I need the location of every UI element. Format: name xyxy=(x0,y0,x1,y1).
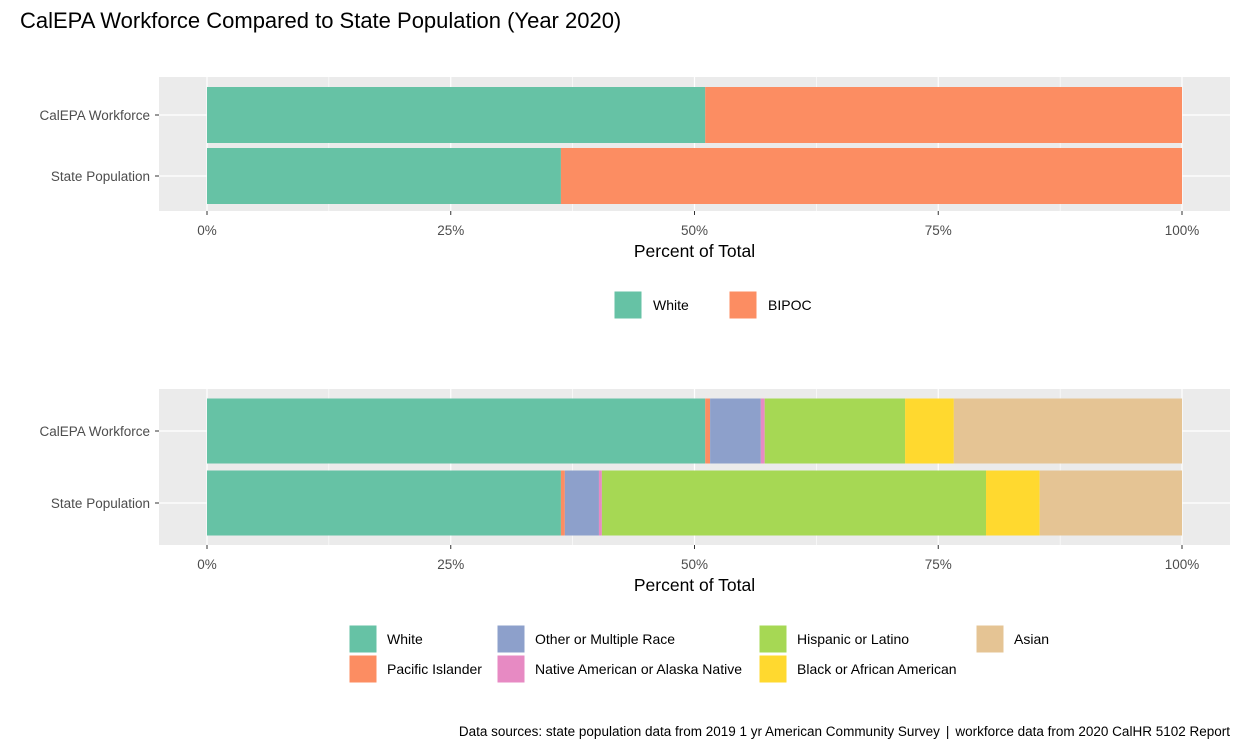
chart2-legend-key xyxy=(758,624,788,654)
caption-workforce-source: workforce data from 2020 CalHR 5102 Repo… xyxy=(955,724,1230,739)
chart1-legend-label: White xyxy=(653,297,689,313)
chart2-legend-label: Other or Multiple Race xyxy=(535,631,675,647)
chart1-bar-bipoc xyxy=(560,148,1182,204)
chart1-legend-key xyxy=(728,290,758,320)
chart2-bar-other-or-multiple-race xyxy=(710,398,761,464)
chart1-x-tick-label: 25% xyxy=(437,223,464,238)
chart2-bar-black-or-african-american xyxy=(986,470,1040,536)
chart2-legend-key xyxy=(975,624,1005,654)
chart1-x-tick-label: 100% xyxy=(1165,223,1200,238)
chart1-x-axis-title: Percent of Total xyxy=(634,241,755,261)
chart2-x-tick-label: 75% xyxy=(925,557,952,572)
chart2-legend-label: Hispanic or Latino xyxy=(797,631,909,647)
chart2-legend-key xyxy=(758,654,788,684)
chart2-x-axis-title: Percent of Total xyxy=(634,575,755,595)
chart2-x-tick-label: 0% xyxy=(197,557,217,572)
chart2-bar-white xyxy=(207,470,561,536)
chart2-bar-black-or-african-american xyxy=(905,398,954,464)
chart1-legend-label: BIPOC xyxy=(768,297,812,313)
data-sources-caption: Data sources: state population data from… xyxy=(459,724,1230,739)
chart2-x-tick-label: 100% xyxy=(1165,557,1200,572)
chart2-bar-other-or-multiple-race xyxy=(564,470,599,536)
chart2-bar-white xyxy=(207,398,706,464)
chart1-bar-bipoc xyxy=(705,87,1182,143)
chart2-bar-pacific-islander xyxy=(560,470,565,536)
chart2-bar-native-american-or-alaska-native xyxy=(598,470,602,536)
chart2-bar-hispanic-or-latino xyxy=(764,398,906,464)
chart2-bar-native-american-or-alaska-native xyxy=(760,398,765,464)
chart1-x-tick-label: 75% xyxy=(925,223,952,238)
chart2-bar-hispanic-or-latino xyxy=(601,470,987,536)
chart2-bar-asian xyxy=(1039,470,1182,536)
chart2-legend-label: Black or African American xyxy=(797,661,957,677)
chart2-legend-label: Asian xyxy=(1014,631,1049,647)
chart2-legend-label: Native American or Alaska Native xyxy=(535,661,742,677)
chart2-y-tick-label: CalEPA Workforce xyxy=(39,424,150,439)
chart1-y-tick-label: CalEPA Workforce xyxy=(39,108,150,123)
chart1-x-tick-label: 0% xyxy=(197,223,217,238)
chart2-legend-key xyxy=(348,624,378,654)
chart1-bar-white xyxy=(207,148,561,204)
chart2-y-tick-label: State Population xyxy=(51,496,150,511)
chart2-bar-pacific-islander xyxy=(705,398,711,464)
chart2-legend-label: White xyxy=(387,631,423,647)
chart1-bar-white xyxy=(207,87,706,143)
chart1-y-tick-label: State Population xyxy=(51,169,150,184)
caption-population-source: Data sources: state population data from… xyxy=(458,724,940,739)
chart1-legend-key xyxy=(613,290,643,320)
chart-title: CalEPA Workforce Compared to State Popul… xyxy=(20,8,622,33)
chart2-legend-key xyxy=(496,624,526,654)
chart2-x-tick-label: 25% xyxy=(437,557,464,572)
chart2-legend-key xyxy=(348,654,378,684)
chart2-x-tick-label: 50% xyxy=(681,557,708,572)
chart2-bar-asian xyxy=(953,398,1182,464)
chart2-legend-key xyxy=(496,654,526,684)
chart1-x-tick-label: 50% xyxy=(681,223,708,238)
caption-separator: | xyxy=(945,724,950,739)
chart2-legend-label: Pacific Islander xyxy=(387,661,482,677)
